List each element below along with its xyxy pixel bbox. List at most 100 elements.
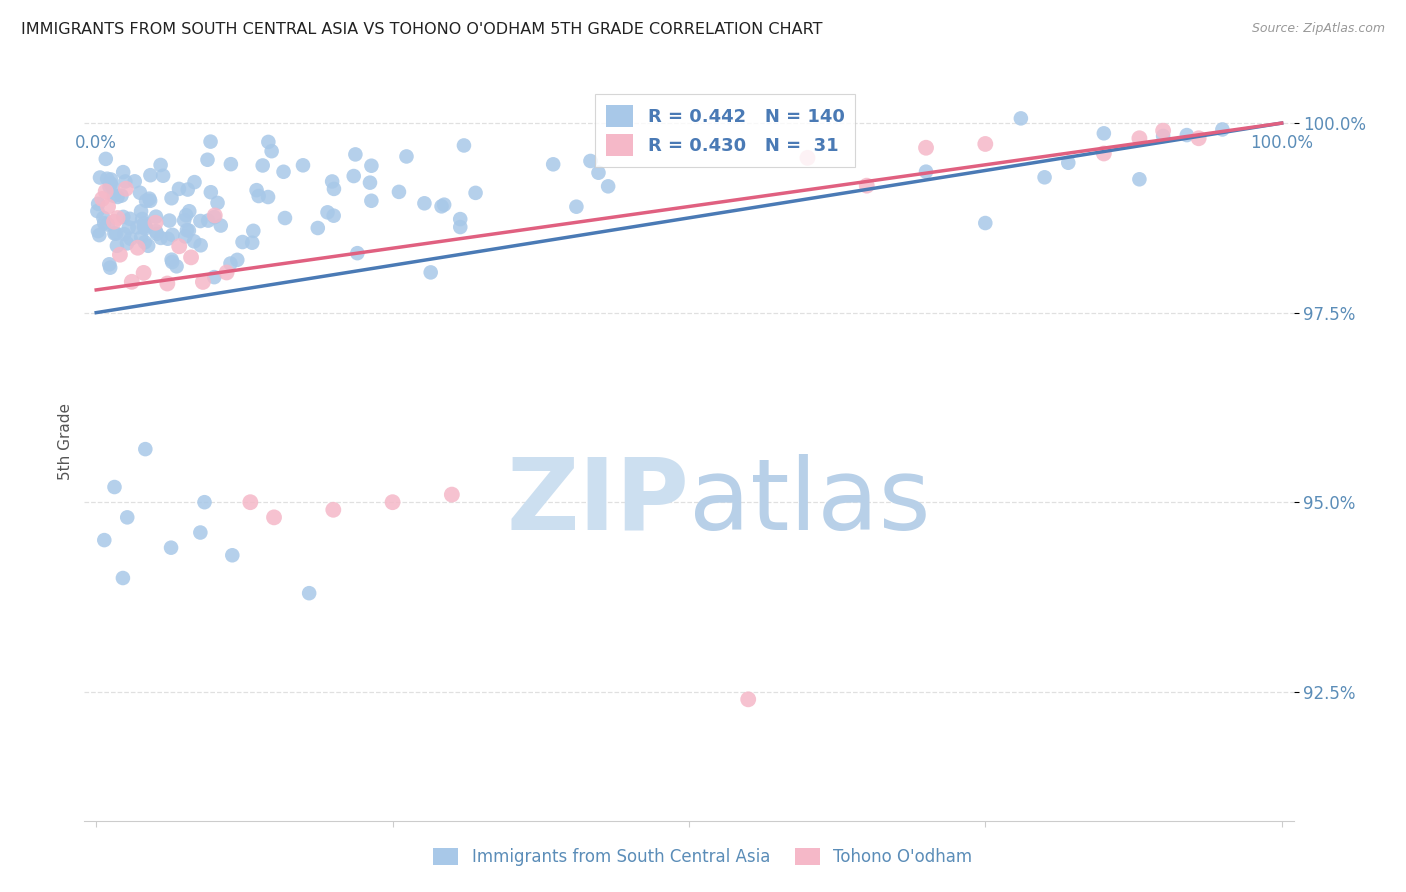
Point xyxy=(136,239,159,253)
Point xyxy=(139,168,162,182)
Text: IMMIGRANTS FROM SOUTH CENTRAL ASIA VS TOHONO O'ODHAM 5TH GRADE CORRELATION CHART: IMMIGRANTS FROM SOUTH CENTRAL ASIA VS TO… xyxy=(21,22,823,37)
Point xyxy=(120,232,142,246)
Point xyxy=(108,248,131,262)
Point xyxy=(197,213,219,227)
Point xyxy=(1175,128,1198,142)
Point xyxy=(190,238,212,252)
Point xyxy=(176,223,198,237)
Point xyxy=(1152,124,1174,138)
Point xyxy=(101,179,124,194)
Point xyxy=(117,510,139,524)
Point xyxy=(103,227,125,241)
Point xyxy=(381,495,404,509)
Text: ZIP: ZIP xyxy=(506,454,689,550)
Point xyxy=(419,265,441,279)
Point xyxy=(1188,131,1211,145)
Point xyxy=(94,152,117,166)
Point xyxy=(204,209,226,223)
Point xyxy=(219,157,242,171)
Point xyxy=(149,231,172,245)
Point xyxy=(433,197,456,211)
Point xyxy=(146,227,169,241)
Point xyxy=(292,158,315,172)
Point xyxy=(1057,155,1080,169)
Point xyxy=(180,251,202,265)
Point xyxy=(307,221,329,235)
Point xyxy=(231,235,253,249)
Point xyxy=(114,174,136,188)
Y-axis label: 5th Grade: 5th Grade xyxy=(58,403,73,480)
Point xyxy=(322,503,344,517)
Point xyxy=(200,186,222,200)
Point xyxy=(156,277,179,291)
Point xyxy=(200,135,222,149)
Point xyxy=(588,166,610,180)
Point xyxy=(129,230,152,244)
Point xyxy=(359,176,381,190)
Point xyxy=(190,214,212,228)
Point xyxy=(1128,172,1150,186)
Point xyxy=(93,533,115,548)
Point xyxy=(134,235,156,250)
Point xyxy=(100,177,122,191)
Point xyxy=(115,236,138,251)
Point xyxy=(323,182,346,196)
Point xyxy=(174,229,197,244)
Point xyxy=(242,224,264,238)
Point xyxy=(388,185,411,199)
Point xyxy=(247,189,270,203)
Point xyxy=(103,480,125,494)
Point xyxy=(87,197,110,211)
Point xyxy=(89,228,111,243)
Point xyxy=(107,190,129,204)
Point xyxy=(257,135,280,149)
Point xyxy=(129,186,152,200)
Point xyxy=(796,151,818,165)
Point xyxy=(98,257,121,271)
Point xyxy=(1092,126,1115,140)
Point xyxy=(322,209,344,223)
Point xyxy=(274,211,297,225)
Point xyxy=(124,174,146,188)
Point xyxy=(167,239,190,253)
Point xyxy=(145,216,167,230)
Point xyxy=(149,158,172,172)
Point xyxy=(135,219,157,233)
Point xyxy=(97,200,120,214)
Point xyxy=(98,260,121,275)
Point xyxy=(121,275,143,289)
Point xyxy=(298,586,321,600)
Point xyxy=(152,169,174,183)
Point xyxy=(1211,122,1233,136)
Point xyxy=(98,179,121,194)
Point xyxy=(579,153,602,168)
Point xyxy=(174,208,197,222)
Point xyxy=(100,172,122,186)
Point xyxy=(93,211,115,225)
Point xyxy=(449,212,471,227)
Point xyxy=(127,220,149,235)
Point xyxy=(132,219,155,234)
Point xyxy=(139,194,162,208)
Point xyxy=(974,136,997,151)
Legend: Immigrants from South Central Asia, Tohono O'odham: Immigrants from South Central Asia, Toho… xyxy=(425,840,981,875)
Point xyxy=(915,141,938,155)
Point xyxy=(202,210,225,224)
Legend: R = 0.442   N = 140, R = 0.430   N =  31: R = 0.442 N = 140, R = 0.430 N = 31 xyxy=(595,95,855,167)
Point xyxy=(1152,128,1174,143)
Point xyxy=(177,223,200,237)
Point xyxy=(191,275,214,289)
Point xyxy=(135,194,157,208)
Point xyxy=(118,220,141,235)
Point xyxy=(346,246,368,260)
Text: 0.0%: 0.0% xyxy=(76,134,117,152)
Point xyxy=(215,265,238,279)
Point xyxy=(89,170,111,185)
Point xyxy=(360,159,382,173)
Point xyxy=(94,185,117,199)
Point xyxy=(173,213,195,227)
Point xyxy=(245,183,267,197)
Point xyxy=(160,191,183,205)
Point xyxy=(105,227,128,241)
Point xyxy=(138,192,160,206)
